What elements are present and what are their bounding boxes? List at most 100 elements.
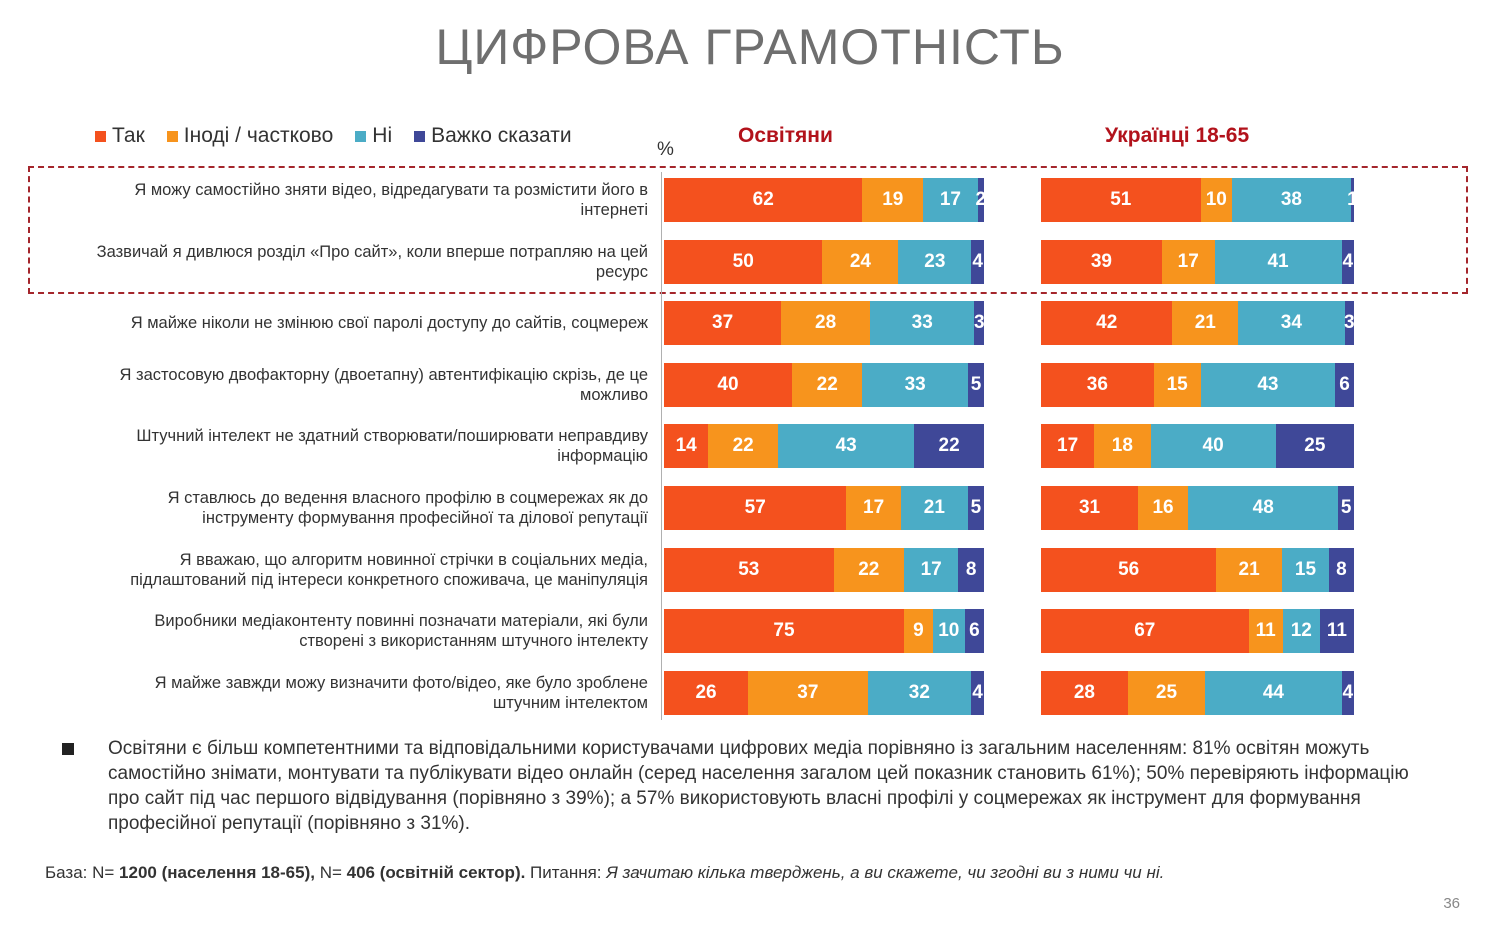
bar-segment-no: 12: [1282, 609, 1320, 654]
legend-item-sometimes: Іноді / частково: [166, 124, 333, 148]
bar-segment-hard: 22: [914, 424, 984, 469]
bullet-icon: [62, 743, 74, 755]
bar-segment-yes: 53: [664, 547, 834, 592]
bar-segment-no: 33: [862, 362, 968, 407]
bar-population: 39 17 41 4: [1041, 239, 1354, 284]
bar-segment-hard: 11: [1319, 609, 1354, 654]
category-label: Виробники медіаконтенту повинні позначат…: [154, 612, 648, 651]
summary-note: Освітяни є більш компетентними та відпов…: [62, 736, 1428, 836]
base-prefix: База: N=: [45, 863, 120, 882]
bar-segment-no: 10: [932, 609, 965, 654]
bar-segment-sometimes: 16: [1138, 486, 1189, 530]
bar-segment-no: 33: [869, 301, 975, 346]
bar-segment-hard: 5: [967, 486, 984, 530]
bar-segment-yes: 31: [1041, 486, 1139, 530]
bar-segment-sometimes: 22: [833, 547, 904, 592]
bar-educators: 14 22 43 22: [664, 424, 984, 469]
bar-educators: 37 28 33 3: [664, 301, 985, 346]
bar-segment-sometimes: 9: [904, 609, 933, 654]
bar-segment-sometimes: 22: [708, 424, 779, 469]
bar-segment-sometimes: 10: [1200, 178, 1232, 222]
bar-segment-hard: 4: [1341, 670, 1354, 715]
bar-population: 67 11 12 11: [1041, 609, 1354, 654]
bar-segment-sometimes: 17: [846, 486, 901, 530]
bar-educators: 57 17 21 5: [664, 486, 984, 530]
highlight-frame: [28, 166, 1468, 294]
bar-segment-no: 43: [1200, 362, 1336, 407]
base-n2: 406 (освітній сектор).: [346, 863, 526, 882]
bar-segment-no: 17: [903, 547, 959, 592]
bar-educators: 75 9 10 6: [664, 609, 984, 654]
bar-segment-no: 23: [898, 239, 972, 284]
bar-segment-sometimes: 22: [792, 362, 863, 407]
bar-segment-hard: 8: [1328, 547, 1354, 592]
legend-item-hard: Важко сказати: [414, 124, 572, 148]
bar-segment-yes: 51: [1041, 178, 1201, 222]
category-axis-line: [661, 172, 662, 720]
bar-population: 51 10 38 1: [1041, 178, 1358, 222]
bar-educators: 26 37 32 4: [664, 670, 984, 715]
base-question-label: Питання:: [525, 863, 607, 882]
bar-educators: 50 24 23 4: [664, 239, 984, 284]
bar-population: 42 21 34 3: [1041, 301, 1355, 346]
bar-segment-hard: 3: [1344, 301, 1355, 346]
bar-segment-no: 48: [1188, 486, 1339, 530]
bar-educators: 53 22 17 8: [664, 547, 984, 592]
bar-segment-yes: 37: [664, 301, 782, 346]
page-title: ЦИФРОВА ГРАМОТНІСТЬ: [435, 19, 1065, 75]
panel-title-educators: Освітяни: [738, 124, 833, 147]
bar-segment-sometimes: 17: [1161, 239, 1215, 284]
legend-swatch-hard: [414, 130, 426, 142]
bar-segment-yes: 62: [664, 178, 863, 222]
category-label: Я майже ніколи не змінюю свої паролі дос…: [130, 314, 648, 333]
bar-segment-sometimes: 37: [748, 670, 868, 715]
bar-segment-hard: 6: [1335, 362, 1354, 407]
bar-population: 28 25 44 4: [1041, 670, 1354, 715]
bar-segment-hard: 5: [1338, 486, 1354, 530]
bar-segment-no: 34: [1238, 301, 1345, 346]
bar-segment-yes: 57: [664, 486, 847, 530]
bar-segment-no: 32: [867, 670, 972, 715]
bar-segment-yes: 50: [664, 239, 823, 284]
category-label: Я вважаю, що алгоритм новинної стрічки в…: [130, 550, 648, 589]
bar-segment-no: 43: [778, 424, 915, 469]
legend-swatch-yes: [95, 130, 106, 142]
bar-segment-no: 15: [1281, 547, 1329, 592]
bar-segment-hard: 2: [975, 178, 986, 222]
bar-segment-sometimes: 21: [1172, 301, 1239, 346]
bar-segment-yes: 40: [664, 362, 792, 407]
bar-segment-no: 17: [923, 178, 978, 222]
bar-population: 31 16 48 5: [1041, 486, 1354, 530]
bar-segment-yes: 75: [664, 609, 904, 654]
category-label: Я можу самостійно зняти відео, відредагу…: [134, 181, 648, 219]
bar-segment-sometimes: 19: [862, 178, 924, 222]
percent-unit-label: %: [657, 139, 674, 160]
bar-segment-hard: 8: [958, 547, 984, 592]
bar-segment-no: 21: [900, 486, 968, 530]
bar-educators: 62 19 17 2: [664, 178, 986, 222]
chart-legend: Так Іноді / частково Ні Важко сказати: [95, 124, 572, 148]
panel-title-population: Українці 18-65: [1105, 124, 1250, 147]
base-footnote: База: N= 1200 (населення 18-65), N= 406 …: [45, 863, 1164, 883]
category-label: Зазвичай я дивлюся розділ «Про сайт», ко…: [96, 242, 648, 281]
bar-segment-yes: 17: [1041, 424, 1095, 469]
bar-segment-yes: 42: [1041, 301, 1173, 346]
bar-segment-hard: 4: [971, 670, 984, 715]
bar-segment-hard: 5: [967, 362, 984, 407]
bar-segment-no: 44: [1205, 670, 1342, 715]
category-label: Штучний інтелект не здатний створювати/п…: [136, 427, 648, 466]
legend-item-no: Ні: [355, 124, 392, 148]
legend-swatch-sometimes: [166, 130, 178, 142]
bar-segment-no: 38: [1231, 178, 1351, 222]
bar-segment-yes: 28: [1041, 670, 1128, 715]
bar-segment-yes: 67: [1041, 609, 1249, 654]
bar-segment-no: 40: [1150, 424, 1276, 469]
bar-segment-hard: 4: [971, 239, 984, 284]
bar-segment-sometimes: 18: [1094, 424, 1151, 469]
bar-segment-hard: 6: [964, 609, 984, 654]
bar-segment-hard: 4: [1341, 239, 1354, 284]
bar-segment-sometimes: 25: [1127, 670, 1206, 715]
bar-segment-yes: 56: [1041, 547, 1217, 592]
page-number: 36: [1443, 895, 1460, 912]
bar-segment-sometimes: 28: [781, 301, 870, 346]
